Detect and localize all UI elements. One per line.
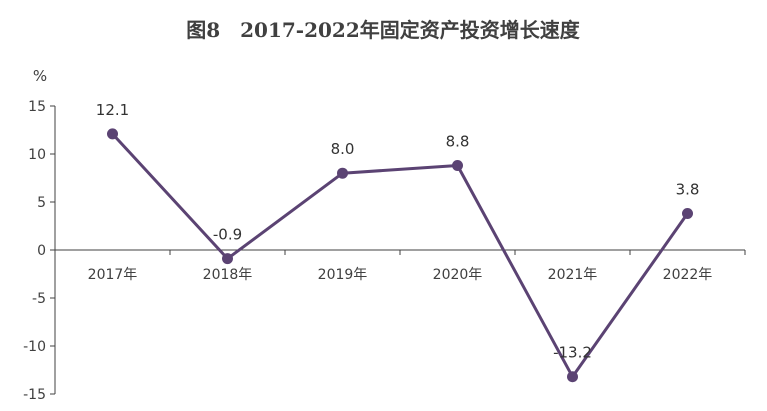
data-label: -13.2 (553, 344, 592, 362)
x-tick-label: 2020年 (433, 267, 483, 283)
axes: 15 10 5 0 -5 -10 -15 2017年 2018年 2019年 2020年 2021年 2… (23, 99, 746, 403)
x-tick-label: 2021年 (548, 267, 598, 283)
y-tick-label: -5 (32, 291, 46, 307)
data-label: 8.8 (446, 133, 470, 151)
y-tick-label: 0 (37, 243, 46, 259)
series-line-group (111, 132, 689, 379)
data-point (337, 167, 348, 179)
data-label: 12.1 (96, 101, 129, 119)
data-point (567, 371, 578, 383)
data-point (452, 160, 463, 172)
data-label: 3.8 (676, 181, 700, 199)
series-line (111, 132, 689, 379)
x-tick-label: 2017年 (88, 267, 138, 283)
y-tick-label: 5 (37, 195, 46, 211)
x-tick-label: 2018年 (203, 267, 253, 283)
data-label: -0.9 (213, 226, 242, 244)
data-point (107, 128, 118, 140)
chart-title: 图8 2017-2022年固定资产投资增长速度 (186, 18, 581, 42)
y-tick-label: -10 (23, 339, 46, 355)
y-tick-label: 15 (28, 99, 46, 115)
data-points (107, 128, 693, 383)
data-point (222, 253, 233, 265)
y-axis-unit: % (33, 67, 47, 85)
x-tick-label: 2022年 (663, 267, 713, 283)
y-tick-label: 10 (28, 147, 46, 163)
data-point (682, 208, 693, 220)
data-labels: 12.1 -0.9 8.0 8.8 -13.2 3.8 (96, 101, 700, 362)
data-label: 8.0 (331, 140, 355, 158)
x-tick-label: 2019年 (318, 267, 368, 283)
y-tick-label: -15 (23, 387, 46, 403)
